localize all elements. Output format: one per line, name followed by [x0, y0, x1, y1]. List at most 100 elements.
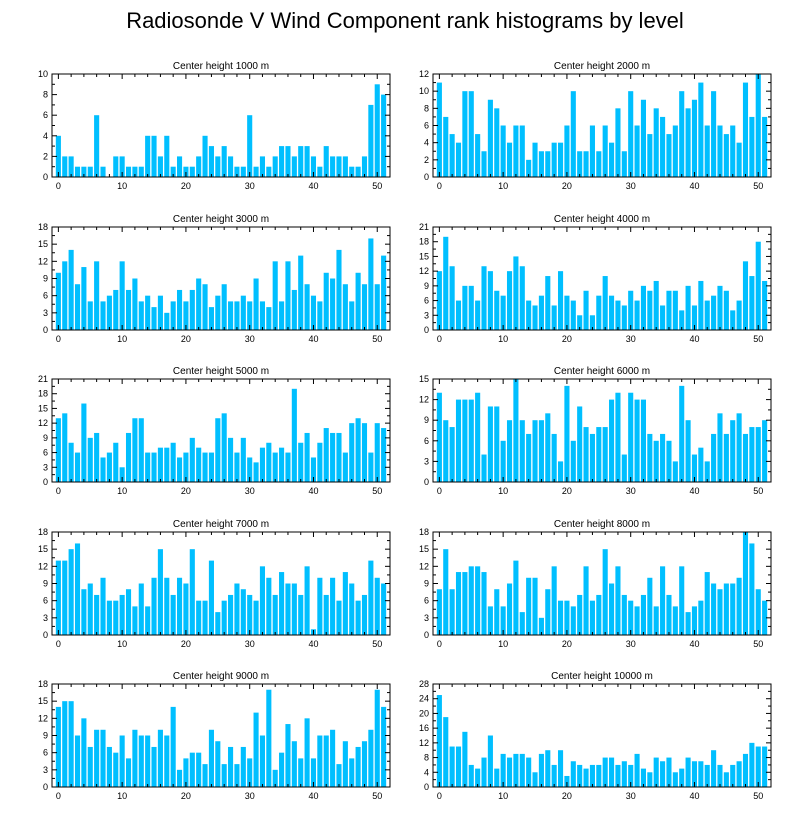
histogram-bar	[628, 91, 634, 177]
histogram-bar	[342, 572, 348, 635]
x-tick-label: 50	[372, 791, 382, 801]
histogram-bar	[368, 238, 374, 330]
histogram-bar	[723, 583, 729, 635]
histogram-bar	[285, 583, 291, 635]
histogram-bar	[698, 600, 704, 635]
histogram-bar	[253, 166, 259, 177]
x-tick-label: 40	[308, 791, 318, 801]
histogram-bar	[259, 735, 266, 787]
histogram-bar	[494, 768, 500, 787]
y-tick-label: 3	[424, 456, 429, 466]
histogram-bar	[557, 600, 564, 635]
x-tick-label: 40	[308, 639, 318, 649]
histogram-bar	[291, 156, 297, 177]
y-tick-label: 12	[419, 561, 429, 571]
y-tick-label: 0	[43, 325, 48, 335]
histogram-bar	[691, 454, 698, 482]
histogram-bar	[183, 166, 189, 177]
histogram-bar	[500, 125, 506, 177]
histogram-bar	[609, 583, 615, 635]
histogram-bar	[55, 418, 61, 482]
histogram-bar	[323, 735, 329, 787]
histogram-bar	[202, 135, 208, 177]
histogram-bar	[538, 617, 544, 635]
histogram-bar	[221, 600, 227, 635]
y-tick-label: 0	[424, 630, 429, 640]
histogram-bar	[685, 285, 691, 330]
histogram-bar	[138, 166, 144, 177]
histogram-bar	[234, 166, 240, 177]
histogram-bar	[500, 295, 506, 330]
histogram-bar	[634, 753, 640, 787]
histogram-bar	[349, 758, 355, 787]
histogram-bar	[266, 442, 272, 482]
histogram-bar	[723, 433, 729, 482]
histogram-bar	[240, 295, 246, 330]
histogram-bar	[500, 440, 506, 482]
histogram-bar	[240, 589, 246, 635]
y-tick-label: 15	[419, 374, 429, 384]
histogram-bar	[291, 388, 297, 482]
histogram-bar	[564, 775, 570, 787]
histogram-bar	[436, 82, 442, 177]
histogram-bar	[449, 134, 455, 177]
histogram-bar	[634, 125, 640, 177]
histogram-bar	[455, 572, 462, 635]
histogram-bar	[449, 427, 455, 482]
histogram-bar	[551, 764, 557, 787]
histogram-bar	[253, 712, 259, 787]
histogram-bar	[87, 746, 93, 787]
histogram-bar	[653, 108, 659, 177]
y-tick-label: 12	[38, 256, 48, 266]
histogram-bar	[506, 271, 513, 330]
histogram-bar	[342, 741, 348, 787]
histogram-bar	[455, 746, 462, 787]
histogram-bar	[557, 271, 564, 330]
histogram-bar	[81, 403, 87, 482]
x-tick-label: 10	[117, 639, 127, 649]
histogram-bar	[545, 589, 551, 635]
x-tick-label: 50	[372, 181, 382, 191]
x-tick-label: 50	[372, 334, 382, 344]
histogram-bar	[506, 142, 513, 177]
histogram-bar	[119, 467, 125, 482]
y-tick-label: 3	[424, 613, 429, 623]
histogram-bar	[621, 305, 627, 330]
histogram-bar	[221, 284, 227, 330]
histogram-bar	[94, 261, 100, 330]
x-tick-label: 30	[245, 791, 255, 801]
histogram-bar	[68, 442, 74, 482]
histogram-bar	[113, 289, 119, 330]
histogram-bar	[336, 764, 342, 787]
histogram-bar	[81, 589, 87, 635]
histogram-bar	[742, 753, 749, 787]
histogram-bar	[100, 729, 106, 787]
histogram-bar	[355, 166, 361, 177]
histogram-bar	[487, 406, 493, 482]
panel-title: Center height 6000 m	[554, 366, 650, 377]
x-tick-label: 40	[308, 486, 318, 496]
histogram-bar	[330, 577, 336, 635]
histogram-bar	[62, 413, 68, 482]
histogram-bar	[240, 166, 246, 177]
histogram-bar	[443, 420, 449, 482]
histogram-bar	[762, 280, 768, 330]
histogram-bar	[285, 452, 291, 482]
histogram-bar	[666, 290, 672, 330]
x-tick-label: 40	[308, 334, 318, 344]
panel-title: Center height 3000 m	[173, 214, 269, 225]
x-tick-label: 0	[56, 334, 61, 344]
histogram-bar	[538, 753, 544, 787]
histogram-bar	[609, 757, 615, 787]
histogram-bar	[513, 256, 519, 330]
histogram-bar	[647, 433, 653, 482]
x-tick-label: 40	[689, 181, 699, 191]
histogram-bar	[55, 706, 61, 787]
histogram-bar	[228, 437, 234, 482]
histogram-bar	[330, 156, 336, 177]
histogram-bar	[368, 560, 374, 635]
x-tick-label: 10	[117, 486, 127, 496]
x-tick-label: 20	[181, 334, 191, 344]
histogram-bar	[196, 600, 202, 635]
histogram-bar	[55, 560, 61, 635]
